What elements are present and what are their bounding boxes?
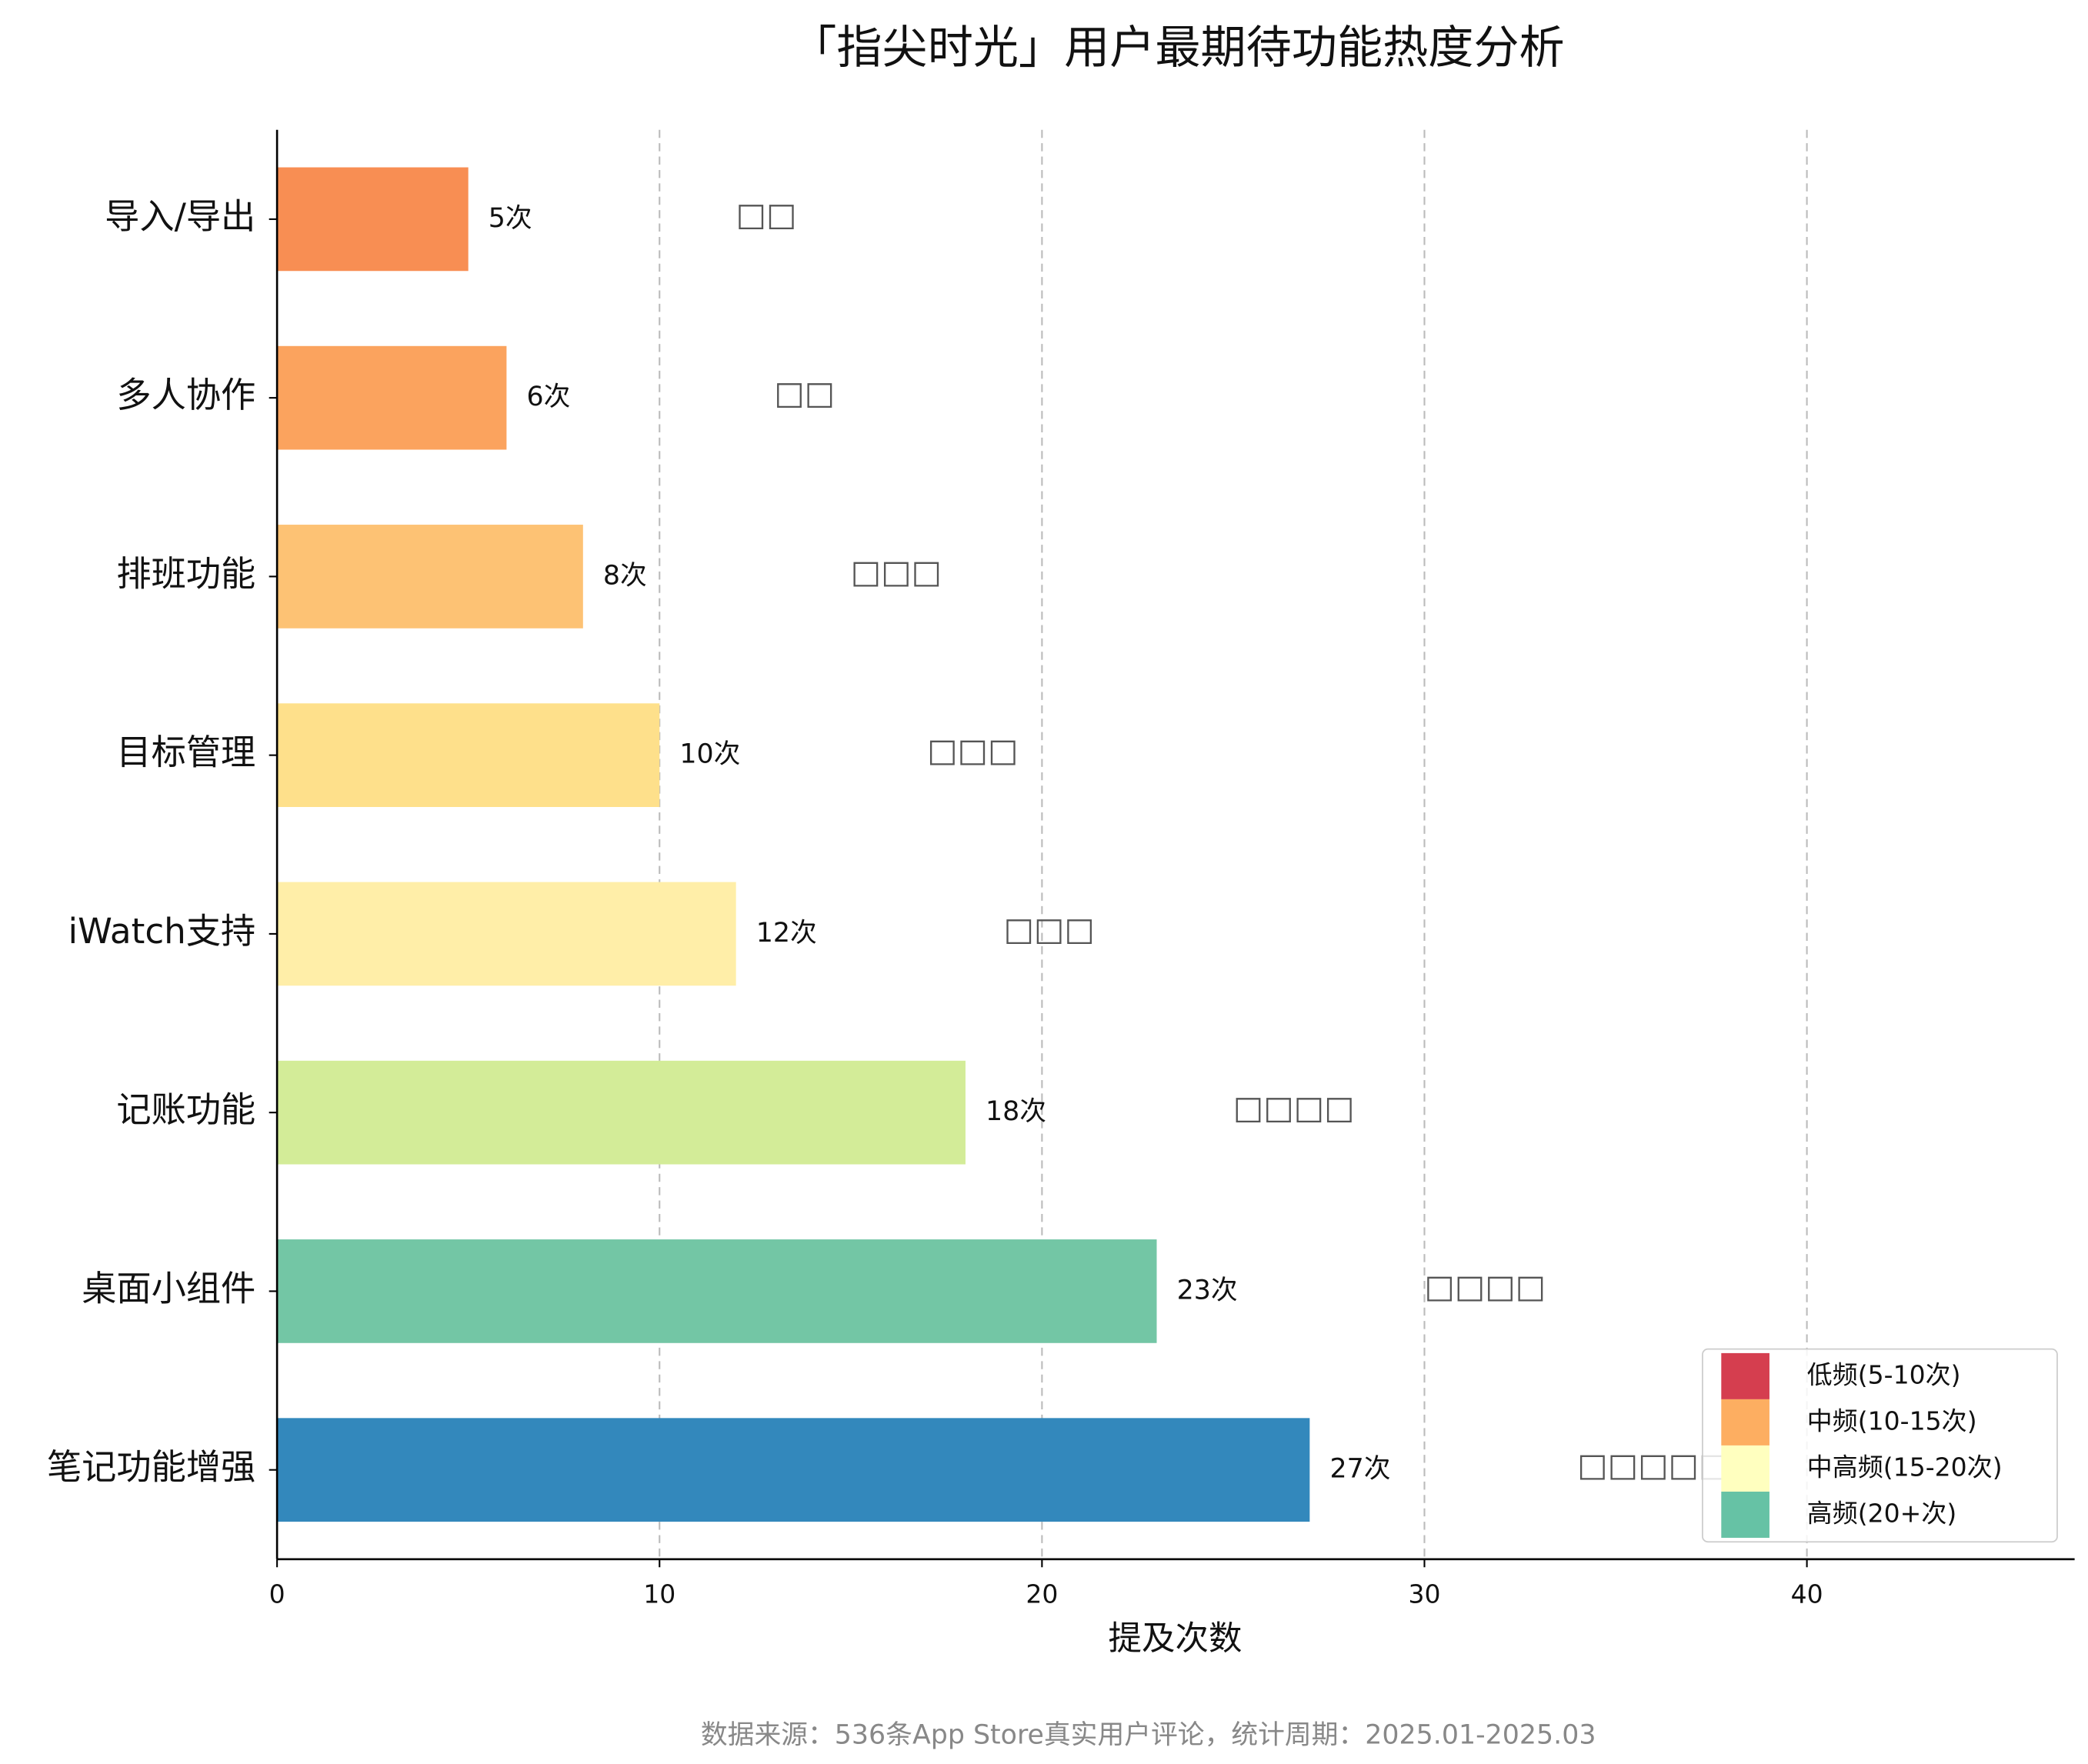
icon-label: □□□ [1004, 910, 1095, 948]
legend-box [1702, 1348, 2058, 1543]
y-tick-label: 目标管理 [116, 732, 255, 773]
x-tick-label: 30 [1408, 1579, 1440, 1609]
bar [277, 882, 736, 986]
legend-label: 低频(5-10次) [1807, 1359, 1961, 1389]
legend-swatch [1721, 1399, 1769, 1446]
x-tick-label: 0 [269, 1579, 285, 1609]
bar [277, 345, 507, 450]
y-tick-label: 记账功能 [116, 1089, 255, 1130]
value-label: 12次 [756, 918, 817, 949]
value-label: 23次 [1177, 1275, 1238, 1305]
bar [277, 1060, 966, 1165]
bar [277, 1239, 1157, 1343]
bar [277, 525, 583, 629]
y-tick-label: 导入/导出 [105, 196, 255, 237]
legend-label: 中高频(15-20次) [1807, 1452, 2003, 1482]
value-label: 27次 [1329, 1454, 1390, 1485]
x-tick-label: 40 [1791, 1579, 1823, 1609]
y-tick-label: 多人协作 [116, 375, 255, 415]
value-label: 8次 [603, 560, 647, 591]
legend-swatch [1721, 1445, 1769, 1492]
x-tick-label: 10 [643, 1579, 675, 1609]
chart-title: 「指尖时光」用户最期待功能热度分析 [791, 21, 1564, 74]
y-tick-label: 桌面小组件 [82, 1268, 255, 1309]
y-tick-label: 排班功能 [116, 553, 255, 594]
icon-label: □□□ [927, 732, 1018, 769]
icon-label: □□□□ [1424, 1267, 1546, 1305]
value-label: 10次 [679, 739, 740, 770]
footnote: 数据来源：536条App Store真实用户评论，统计周期：2025.01-20… [701, 1719, 1596, 1750]
icon-label: □□ [736, 195, 797, 233]
x-tick-label: 20 [1026, 1579, 1058, 1609]
y-tick-label: 笔记功能增强 [47, 1447, 255, 1488]
bar [277, 167, 469, 272]
icon-label: □□ [774, 374, 835, 412]
y-tick-label: iWatch支持 [68, 911, 256, 952]
legend-swatch [1721, 1491, 1769, 1538]
bar [277, 703, 660, 808]
value-label: 18次 [986, 1096, 1046, 1127]
x-axis-label: 提及次数 [1109, 1619, 1242, 1658]
value-label: 5次 [489, 203, 532, 234]
icon-label: □□□□ [1233, 1089, 1355, 1126]
legend-label: 高频(20+次) [1807, 1498, 1957, 1528]
icon-label: □□□ [851, 552, 942, 590]
value-label: 6次 [526, 382, 570, 412]
bar [277, 1418, 1310, 1522]
legend-label: 中频(10-15次) [1807, 1406, 1977, 1436]
legend-swatch [1721, 1352, 1769, 1399]
